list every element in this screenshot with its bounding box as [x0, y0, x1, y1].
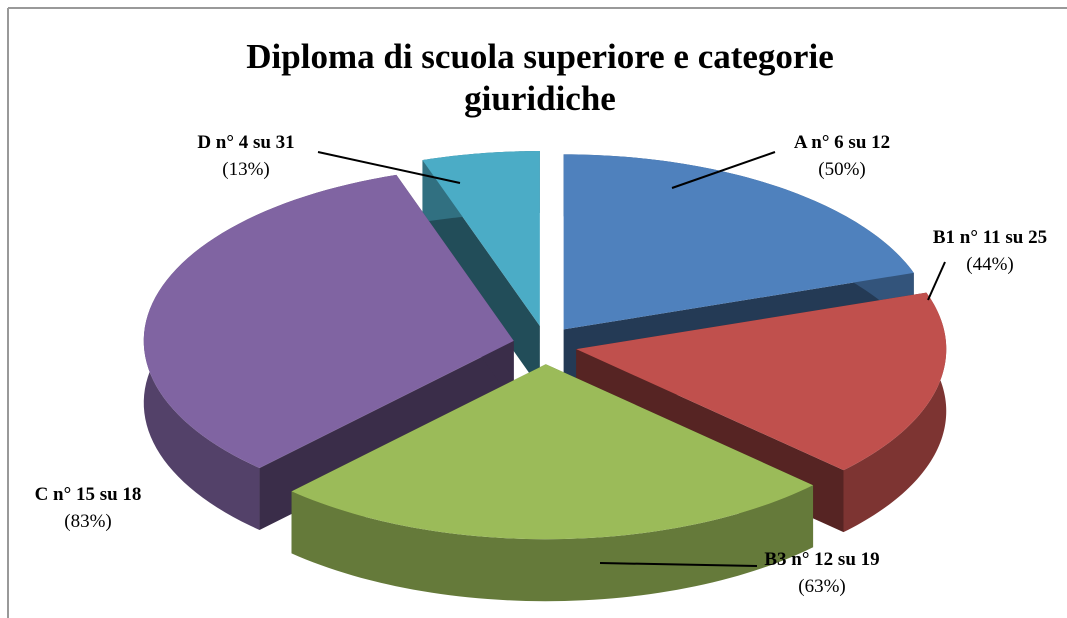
leader-line: [927, 261, 946, 301]
leader-line: [599, 562, 758, 567]
chart-title: Diploma di scuola superiore e categorie …: [246, 37, 834, 118]
data-label: (63%): [798, 576, 845, 597]
data-label: (83%): [64, 511, 111, 532]
slice: [563, 154, 914, 330]
slice: [291, 364, 814, 540]
slice-side: [291, 485, 814, 602]
slice: [422, 151, 540, 327]
leader-line: [671, 151, 776, 189]
data-label: C n° 15 su 18: [35, 484, 142, 505]
data-label: B1 n° 11 su 25: [933, 227, 1047, 248]
slice-side: [843, 292, 947, 533]
data-label: A n° 6 su 12: [794, 132, 890, 153]
leader-line: [317, 151, 461, 184]
data-label: (13%): [222, 159, 269, 180]
slice: [143, 174, 514, 469]
data-label: (44%): [966, 254, 1013, 275]
slice: [576, 292, 947, 471]
data-label: (50%): [818, 159, 865, 180]
data-label: B3 n° 12 su 19: [764, 549, 879, 570]
data-label: D n° 4 su 31: [197, 132, 294, 153]
